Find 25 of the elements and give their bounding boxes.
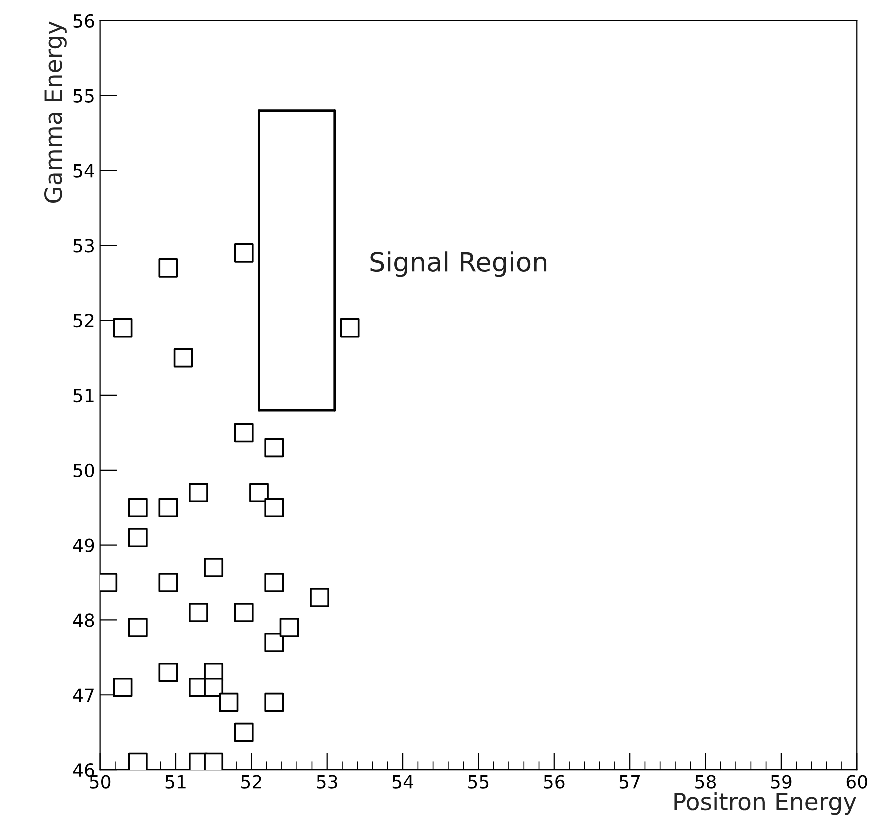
y-tick-label: 46 bbox=[73, 764, 94, 778]
x-axis-title: Positron Energy bbox=[674, 792, 856, 816]
y-axis-title: Gamma Energy bbox=[44, 22, 67, 204]
y-tick-label: 52 bbox=[74, 314, 94, 328]
y-tick-label: 50 bbox=[74, 464, 94, 478]
x-tick-label: 57 bbox=[620, 775, 640, 789]
x-tick-label: 60 bbox=[846, 775, 868, 789]
annotation: Signal Region bbox=[370, 252, 547, 278]
x-tick-label: 55 bbox=[468, 775, 489, 789]
x-tick-label: 56 bbox=[544, 775, 565, 789]
y-tick-label: 48 bbox=[73, 614, 94, 628]
x-tick-label: 58 bbox=[696, 775, 716, 789]
x-tick-label: 52 bbox=[242, 775, 262, 789]
y-tick-label: 49 bbox=[73, 538, 94, 552]
x-tick-label: 53 bbox=[317, 775, 338, 789]
y-tick-label: 54 bbox=[74, 164, 94, 178]
y-tick-label: 55 bbox=[74, 90, 94, 103]
x-tick-label: 54 bbox=[392, 775, 414, 789]
x-tick-label: 59 bbox=[771, 775, 792, 789]
y-tick-label: 56 bbox=[74, 14, 94, 28]
y-tick-label: 53 bbox=[74, 239, 94, 253]
x-tick-label: 50 bbox=[90, 775, 111, 789]
y-tick-label: 47 bbox=[73, 688, 94, 702]
y-tick-label: 51 bbox=[74, 389, 94, 403]
x-tick-label: 51 bbox=[166, 775, 186, 789]
